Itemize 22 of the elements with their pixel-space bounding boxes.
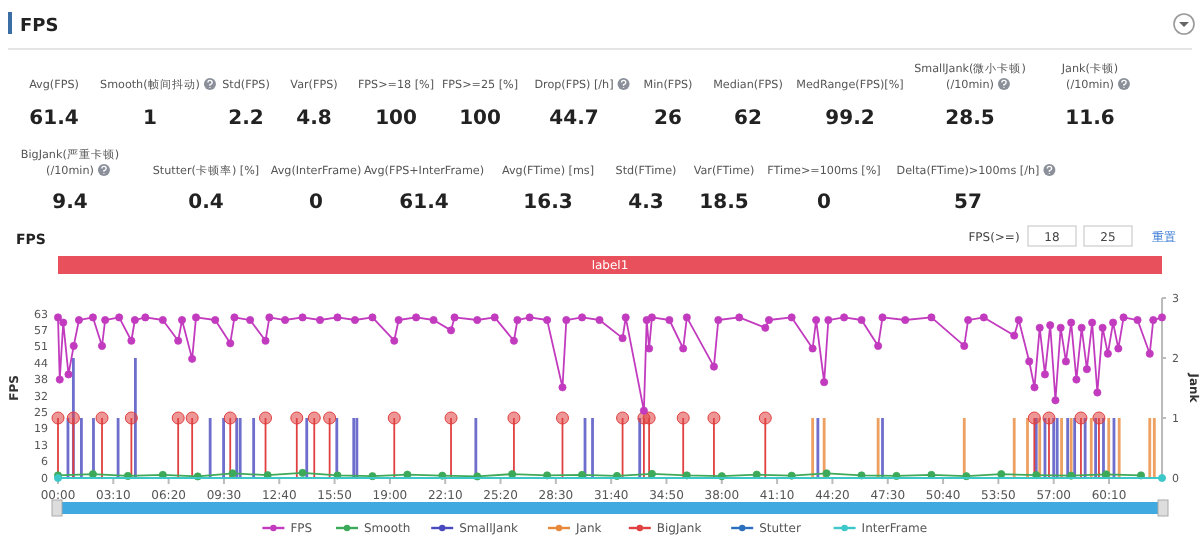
data-label: 26 (654, 108, 682, 130)
data-label: 28.5 (945, 108, 995, 130)
data-label: 4.8 (296, 108, 332, 130)
data-label: 62 (734, 108, 762, 130)
data-label: 61.4 (29, 108, 79, 130)
data-label: 99.2 (825, 108, 875, 130)
data-label: 1 (143, 108, 158, 130)
data-label: 100 (375, 108, 417, 130)
data-label: 0 (817, 192, 832, 214)
data-label: 11.6 (1065, 108, 1115, 130)
data-label: 0.4 (188, 192, 224, 214)
text: FPS (20, 17, 59, 37)
data-label: 4.3 (628, 192, 664, 214)
data-label: 0 (309, 192, 324, 214)
data-label: 2.2 (228, 108, 264, 130)
data-label: 57 (954, 192, 982, 214)
data-label: 9.4 (52, 192, 88, 214)
data-label: 18.5 (699, 192, 749, 214)
data-label: 16.3 (523, 192, 573, 214)
data-label: 100 (459, 108, 501, 130)
data-label: 44.7 (549, 108, 599, 130)
data-label: 61.4 (399, 192, 449, 214)
